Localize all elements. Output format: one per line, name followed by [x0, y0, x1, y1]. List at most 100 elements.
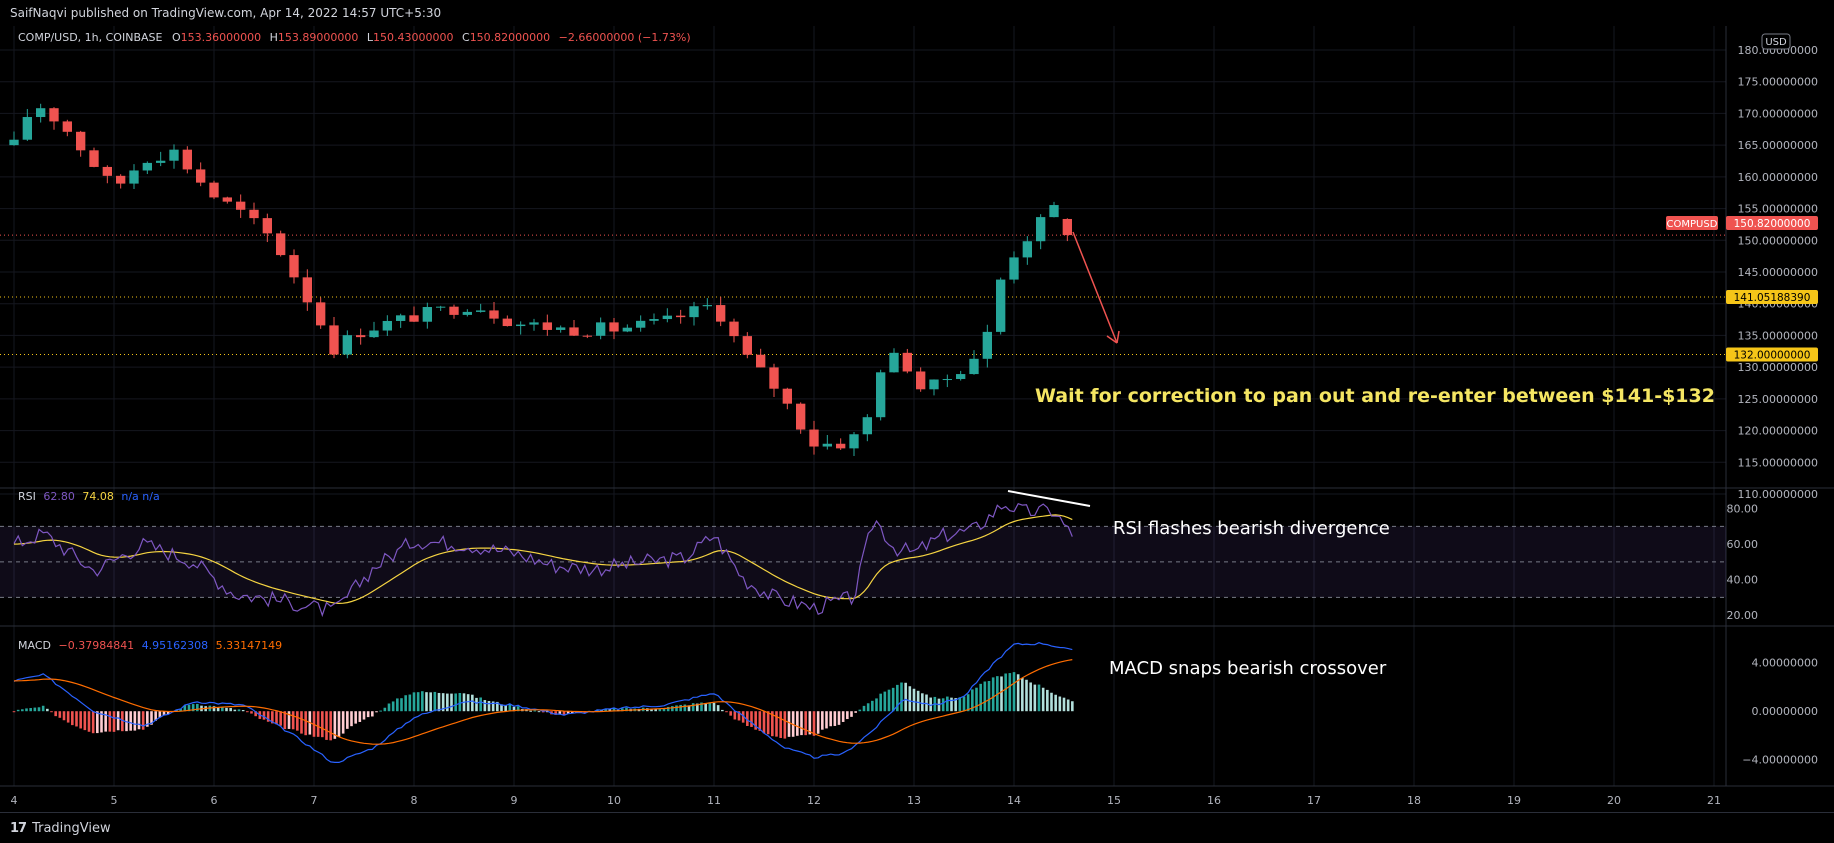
macd-histogram-bar — [283, 711, 287, 730]
macd-histogram-bar — [375, 711, 378, 713]
macd-histogram-bar — [621, 708, 624, 712]
candle-body — [1049, 205, 1059, 218]
time-axis[interactable]: 4 5 6 7 8 9 10 11 12 13 14 15 16 17 18 19 20 21 — [11, 794, 1722, 807]
macd-histogram-bar — [91, 711, 95, 734]
candle-body — [916, 371, 926, 390]
macd-histogram-bar — [316, 711, 320, 737]
macd-histogram-bar — [371, 711, 374, 717]
macd-histogram-bar — [541, 711, 545, 713]
macd-histogram-bar — [1021, 677, 1024, 712]
price-tick-label: 110.00000000 — [1738, 488, 1818, 501]
macd-histogram-bar — [1050, 692, 1053, 712]
macd-histogram-bar — [46, 708, 49, 712]
candle-body — [889, 352, 899, 373]
candle-body — [342, 335, 352, 355]
symbol-text: COMP/USD, 1h, COINBASE — [18, 31, 162, 44]
macd-histogram-bar — [271, 711, 274, 724]
macd-histogram-bar — [83, 711, 87, 731]
candle-body — [156, 160, 166, 163]
high-value: 153.89000000 — [278, 31, 358, 44]
macd-histogram-bar — [400, 698, 403, 712]
macd-histogram-bar — [41, 705, 45, 712]
macd-histogram-bar — [687, 705, 691, 712]
macd-histogram-bar — [650, 708, 653, 712]
macd-histogram-bar — [971, 689, 974, 712]
macd-histogram-bar — [321, 711, 324, 738]
candle-body — [169, 149, 179, 161]
macd-legend-signal: 5.33147149 — [216, 639, 282, 652]
candle-body — [876, 372, 886, 418]
close-value: 150.82000000 — [470, 31, 550, 44]
macd-histogram-bar — [154, 711, 157, 721]
candle-body — [222, 197, 232, 202]
price-axis[interactable]: 110.00000000 115.00000000 120.00000000 125.… — [1738, 44, 1818, 501]
macd-histogram-bar — [87, 711, 91, 732]
macd-histogram-bar — [875, 698, 878, 712]
candle-body — [489, 310, 499, 319]
time-tick-label: 10 — [607, 794, 621, 807]
macd-histogram-bar — [775, 711, 778, 737]
macd-histogram-bar — [216, 707, 220, 712]
macd-legend[interactable]: MACD −0.37984841 4.95162308 5.33147149 — [18, 639, 282, 652]
macd-histogram-bar — [54, 711, 57, 717]
candle-body — [956, 374, 966, 380]
candle-body — [36, 108, 46, 118]
macd-histogram-bar — [266, 711, 270, 722]
macd-histogram-bar — [379, 710, 382, 712]
macd-histogram-bar — [491, 701, 495, 712]
macd-histogram-bar — [891, 687, 895, 712]
macd-histogram-bar — [854, 711, 857, 713]
macd-histogram-bar — [471, 694, 474, 712]
macd-histogram-bar — [458, 693, 462, 712]
price-tick-label: 130.00000000 — [1738, 361, 1818, 374]
time-tick-label: 4 — [11, 794, 18, 807]
macd-histogram-bar — [1062, 697, 1066, 712]
rsi-annotation: RSI flashes bearish divergence — [1113, 518, 1390, 539]
macd-histogram-bar — [950, 697, 953, 712]
macd-histogram-bar — [1033, 684, 1037, 712]
macd-histogram-bar — [29, 708, 32, 712]
currency-badge[interactable]: USD — [1761, 33, 1791, 50]
signal-line — [13, 659, 1073, 745]
chart-canvas[interactable]: 110.00000000115.00000000120.00000000125.… — [0, 26, 1834, 812]
macd-histogram-bar — [366, 711, 370, 718]
rsi-tick-label: 20.00 — [1727, 609, 1759, 622]
macd-histogram-bar — [1066, 699, 1070, 712]
rsi-legend[interactable]: RSI 62.80 74.08 n/a n/a — [18, 490, 160, 503]
macd-tick-label: 0.00000000 — [1752, 705, 1818, 718]
symbol-legend[interactable]: COMP/USD, 1h, COINBASE O153.36000000 H15… — [18, 31, 691, 44]
macd-histogram-bar — [654, 709, 657, 712]
macd-histogram-bar — [1016, 674, 1020, 712]
rsi-legend-value: 62.80 — [43, 490, 75, 503]
macd-histogram-bar — [358, 711, 362, 722]
macd-histogram-bar — [533, 710, 537, 712]
candle-body — [636, 320, 646, 328]
macd-histogram-bar — [71, 711, 74, 726]
candle-body — [1036, 217, 1046, 242]
candle-body — [969, 358, 979, 375]
macd-histogram-bar — [512, 706, 516, 712]
level-badges: 141.05188390 132.00000000 — [1726, 290, 1818, 362]
macd-histogram-bar — [112, 711, 116, 732]
macd-histogram-bar — [275, 711, 278, 725]
macd-histogram-bar — [925, 694, 928, 712]
macd-histogram-bar — [341, 711, 345, 734]
candle-body — [849, 434, 859, 449]
macd-histogram-bar — [475, 697, 478, 712]
rsi-axis: 20.00 40.00 60.00 80.00 — [1727, 503, 1759, 622]
correction-arrow — [1072, 231, 1120, 344]
macd-histogram-bar — [1046, 689, 1049, 712]
time-tick-label: 12 — [807, 794, 821, 807]
macd-line — [13, 642, 1073, 763]
macd-histogram-bar — [12, 711, 16, 713]
change-value: −2.66000000 (−1.73%) — [559, 31, 691, 44]
macd-histogram-bar — [921, 693, 924, 712]
macd-histogram-bar — [858, 709, 862, 712]
macd-histogram-bar — [571, 711, 574, 714]
macd-histogram-bar — [25, 708, 28, 712]
candle-body — [516, 324, 526, 327]
tradingview-logo[interactable]: 17 TradingView — [10, 821, 111, 836]
price-tick-label: 175.00000000 — [1738, 76, 1818, 89]
candlestick-series — [9, 103, 1072, 456]
macd-histogram-bar — [1041, 687, 1045, 712]
